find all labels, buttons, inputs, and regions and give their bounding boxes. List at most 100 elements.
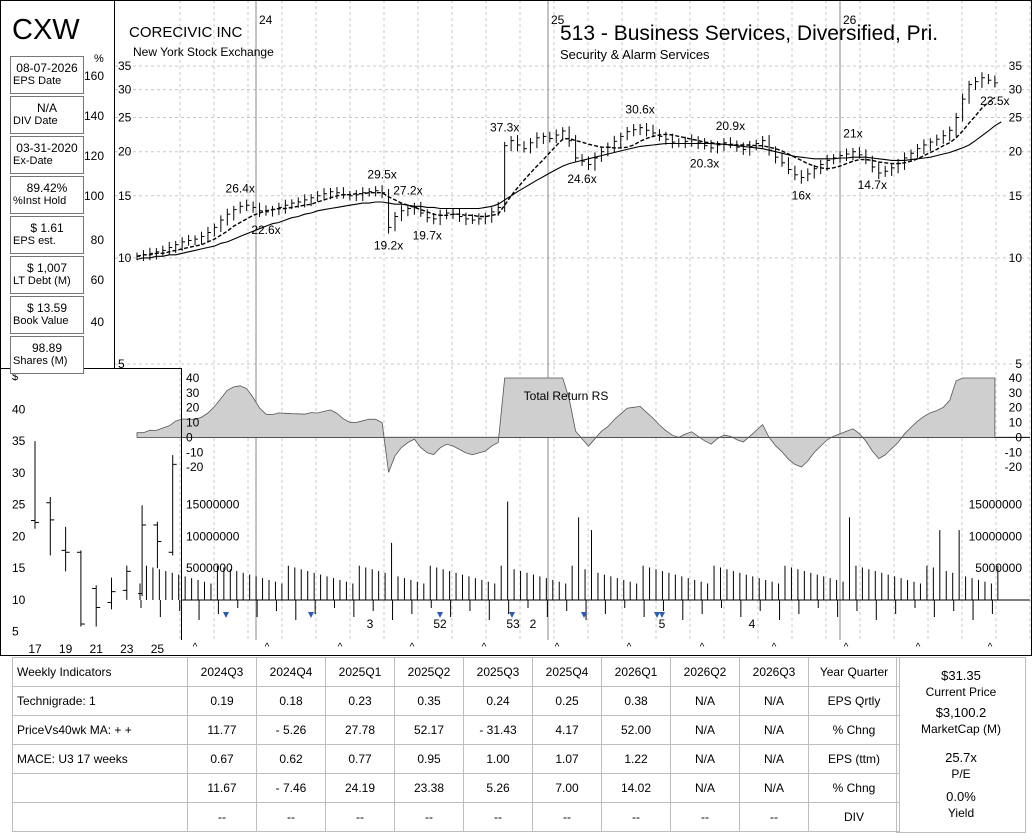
table-cell: N/A xyxy=(739,715,809,745)
weekly-indicators-table: Weekly Indicators 2024Q3 2024Q4 2025Q1 2… xyxy=(12,657,900,832)
price-axis-tick-right: 30 xyxy=(1009,83,1023,97)
rs-axis-tick-left: -10 xyxy=(186,445,204,459)
month-marker: ^ xyxy=(193,642,198,653)
rs-axis-tick-right: 20 xyxy=(1009,401,1023,415)
table-header: 2025Q2 xyxy=(394,657,464,687)
yearly-x-tick: 17 xyxy=(28,642,42,656)
table-cell: 52.17 xyxy=(394,715,464,745)
table-header: 2024Q3 xyxy=(187,657,257,687)
volume-bars xyxy=(139,501,999,620)
volume-annotation: 4 xyxy=(749,617,756,631)
industry-name: Security & Alarm Services xyxy=(560,47,710,62)
month-marker: ^ xyxy=(772,642,777,653)
indicator-label: MACE: U3 17 weeks xyxy=(12,744,188,774)
table-header: 2026Q3 xyxy=(739,657,809,687)
table-cell: 24.19 xyxy=(325,773,395,803)
table-header: 2025Q3 xyxy=(463,657,533,687)
pe-label: 19.2x xyxy=(374,238,403,252)
table-cell: N/A xyxy=(739,686,809,716)
table-cell: 0.35 xyxy=(394,686,464,716)
fundamental-item: 03-31-2020 Ex-Date xyxy=(10,136,84,174)
table-row: PriceVs40wk MA: + +11.77- 5.26 27.78 52.17… xyxy=(12,715,900,745)
relative-strength-area xyxy=(136,377,996,473)
table-cell: 0.67 xyxy=(187,744,257,774)
fundamental-value: $ 1.61 xyxy=(30,221,64,235)
yearly-axis-tick: 40 xyxy=(12,402,26,416)
table-cell: 0.25 xyxy=(532,686,602,716)
yearly-axis-tick: 35 xyxy=(12,434,26,448)
table-cell: -- xyxy=(187,802,257,832)
pct-axis-tick: 60 xyxy=(91,273,105,287)
table-cell: 23.38 xyxy=(394,773,464,803)
pct-axis-tick: 120 xyxy=(84,149,104,163)
price-axis-tick-left: 5 xyxy=(118,357,125,371)
table-header: 2025Q1 xyxy=(325,657,395,687)
fundamental-item: N/A DIV Date xyxy=(10,96,84,134)
pe-label: 29.5x xyxy=(367,168,396,182)
yearly-axis-tick: 30 xyxy=(12,466,26,480)
table-cell: -- xyxy=(325,802,395,832)
summary-box: $31.35 Current Price $3,100.2 MarketCap … xyxy=(896,657,1026,833)
fundamental-label: DIV Date xyxy=(13,115,58,127)
down-arrow-marker xyxy=(509,612,515,618)
rs-axis-tick-right: 0 xyxy=(1015,430,1022,444)
pe-label: 20.3x xyxy=(690,157,719,171)
pe-label: P/E xyxy=(951,767,971,781)
fundamental-label: Book Value xyxy=(13,315,69,327)
price-axis-tick-right: 5 xyxy=(1015,357,1022,371)
pe-label: 19.7x xyxy=(413,229,442,243)
fundamental-label: %Inst Hold xyxy=(13,195,67,207)
fundamental-value: $ 1,007 xyxy=(26,261,68,275)
fundamental-value: 03-31-2020 xyxy=(16,141,78,155)
indicator-description: % Chng xyxy=(808,715,900,745)
market-cap: $3,100.2 xyxy=(935,705,987,720)
rs-axis-tick-left: 20 xyxy=(186,401,200,415)
table-cell: 27.78 xyxy=(325,715,395,745)
table-row: 11.67- 7.46 24.19 23.38 5.26 7.00 14.02 N/A N/A… xyxy=(12,773,900,803)
table-cell: 11.67 xyxy=(187,773,257,803)
outer-frame xyxy=(0,0,1032,656)
table-cell: -- xyxy=(532,802,602,832)
down-arrow-marker xyxy=(223,612,229,618)
table-cell: -- xyxy=(394,802,464,832)
ma10-line xyxy=(136,96,996,257)
rs-axis-tick-right: -10 xyxy=(1005,445,1023,459)
fundamental-label: Ex-Date xyxy=(13,155,53,167)
price-axis-tick-left: 25 xyxy=(118,111,132,125)
fundamental-value: 08-07-2026 xyxy=(16,61,78,75)
exchange: New York Stock Exchange xyxy=(133,45,274,59)
table-cell: 0.23 xyxy=(325,686,395,716)
rs-axis-tick-right: 30 xyxy=(1009,386,1023,400)
ma40-line xyxy=(136,121,1002,260)
volume-axis-tick-left: 15000000 xyxy=(186,498,240,512)
volume-axis-tick-left: 5000000 xyxy=(186,561,233,575)
volume-annotation: 3 xyxy=(367,617,374,631)
company-name: CORECIVIC INC xyxy=(129,24,243,41)
rs-axis-tick-left: 0 xyxy=(186,430,193,444)
down-arrow-marker xyxy=(659,612,665,618)
month-marker: ^ xyxy=(265,642,270,653)
pe-label: 22.6x xyxy=(251,223,280,237)
table-cell: 1.00 xyxy=(463,744,533,774)
yearly-axis-tick: 5 xyxy=(12,625,19,639)
table-cell: -- xyxy=(256,802,326,832)
year-label: 24 xyxy=(259,13,273,27)
price-axis-tick-left: 30 xyxy=(118,83,132,97)
month-marker: ^ xyxy=(844,642,849,653)
current-price-label: Current Price xyxy=(925,685,997,699)
rs-area-fill xyxy=(136,377,996,473)
table-row: Technigrade: 1 0.19 0.18 0.23 0.35 0.24 0.25 0.… xyxy=(12,686,900,716)
fundamental-item: 98.89 Shares (M) xyxy=(10,336,84,374)
pe-label: 26.4x xyxy=(226,181,255,195)
month-marker: ^ xyxy=(988,642,993,653)
volume-axis-tick-right: 15000000 xyxy=(969,498,1023,512)
fundamental-label: EPS est. xyxy=(13,235,56,247)
fundamental-item: 08-07-2026 EPS Date xyxy=(10,56,84,94)
table-header: 2026Q1 xyxy=(601,657,671,687)
table-cell: N/A xyxy=(670,686,740,716)
price-axis-tick-right: 25 xyxy=(1009,111,1023,125)
table-cell: 0.62 xyxy=(256,744,326,774)
table-cell: 7.00 xyxy=(532,773,602,803)
volume-axis-tick-left: 10000000 xyxy=(186,529,240,543)
table-cell: 0.24 xyxy=(463,686,533,716)
